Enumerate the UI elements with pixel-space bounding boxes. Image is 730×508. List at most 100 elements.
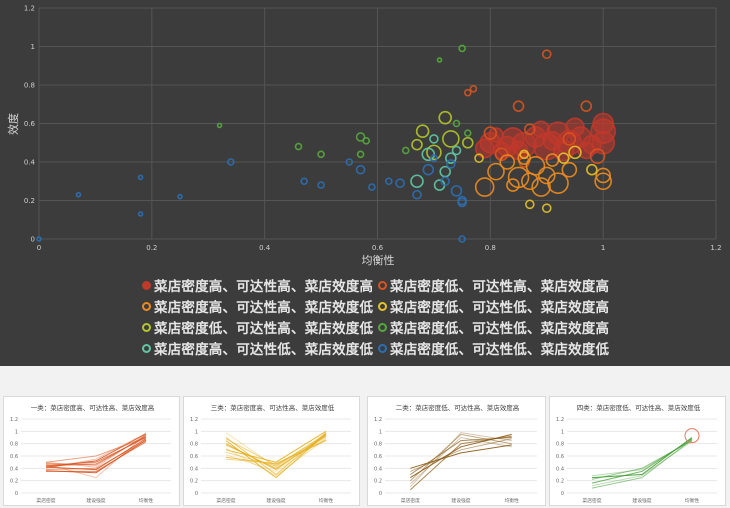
legend-label: 菜店密度低、可达性低、菜店效度高: [390, 300, 610, 316]
scatter-point: [532, 120, 550, 139]
scatter-point: [438, 110, 453, 125]
series-line: [225, 438, 327, 477]
scatter-point: [410, 174, 424, 189]
scatter-point: [586, 163, 598, 176]
scatter-point: [426, 144, 442, 161]
y-tick-label: 1: [561, 429, 564, 435]
legend-marker-icon: [378, 280, 387, 290]
y-tick-label: 1: [15, 429, 18, 435]
series-line: [410, 444, 512, 469]
y-tick-label: 0.4: [24, 159, 36, 167]
y-tick-label: 0.4: [374, 466, 382, 472]
line-panel-class-4: 四类：菜店密度低、可达性高、菜店效度低 0 0.2 0.4 0.6 0.8 1 1.2 菜店密度…: [549, 396, 726, 506]
scatter-point: [430, 154, 438, 162]
y-tick-label: 0.4: [190, 466, 198, 472]
legend-label: 菜店密度低、可达性低、菜店效度低: [390, 342, 610, 358]
scatter-point: [561, 161, 578, 178]
scatter-point: [568, 145, 582, 160]
y-axis-label: 效度: [6, 113, 20, 135]
legend-item: 菜店密度低、可达性高、菜店效度低: [142, 318, 374, 337]
scatter-point: [547, 172, 569, 194]
y-tick-label: 1.2: [24, 5, 35, 13]
legend-label: 菜店密度低、可达性高、菜店效度低: [154, 321, 374, 337]
y-tick-label: 0.6: [10, 454, 18, 460]
series-group: [216, 44, 472, 159]
x-tick-label: 均衡性: [319, 497, 334, 504]
scatter-point: [317, 181, 325, 189]
scatter-point: [421, 147, 436, 162]
scatter-point: [458, 44, 466, 53]
y-tick-label: 0.2: [374, 479, 382, 485]
scatter-point: [589, 148, 606, 165]
x-tick-label: 建设强度: [266, 497, 285, 504]
series-line: [591, 440, 693, 487]
scatter-point: [458, 235, 466, 243]
legend-item: 菜店密度高、可达性高、菜店效度高: [142, 276, 374, 295]
line-chart: 二类：菜店密度低、可达性高、菜店效度高 0 0.2 0.4 0.6 0.8 1 1.2 菜店密度…: [374, 403, 537, 504]
y-tick-label: 0.6: [190, 454, 198, 460]
legend-item: 菜店密度低、可达性低、菜店效度低: [378, 339, 610, 358]
scatter-point: [525, 199, 535, 210]
scatter-point: [474, 177, 495, 197]
legend-label: 菜店密度高、可达性高、菜店效度低: [154, 300, 374, 316]
y-tick-label: 0.6: [374, 454, 382, 460]
line-panel-class-1: 一类：菜店密度高、可达性高、菜店效度高 0 0.2 0.4 0.6 0.8 1 1.2 菜店密度…: [3, 396, 180, 506]
series-line: [409, 436, 512, 485]
line-chart: 一类：菜店密度高、可达性高、菜店效度高 0 0.2 0.4 0.6 0.8 1 1.2 菜店密度…: [10, 403, 171, 504]
series-line: [409, 432, 512, 488]
scatter-points: [36, 44, 616, 243]
line-chart: 四类：菜店密度低、可达性高、菜店效度低 0 0.2 0.4 0.6 0.8 1 1.2 菜店密度…: [556, 403, 717, 504]
series-line: [45, 440, 147, 471]
series-line: [225, 430, 327, 463]
scatter-point: [452, 119, 461, 128]
scatter-point: [216, 122, 223, 129]
line-panel-class-3: 三类：菜店密度高、可达性高、菜店效度低 0 0.2 0.4 0.6 0.8 1 1.2 菜店密度…: [183, 396, 360, 506]
legend-marker-icon: [378, 343, 387, 353]
series-line: [410, 438, 512, 472]
scatter-point: [422, 163, 435, 176]
y-tick-label: 0.2: [556, 479, 564, 485]
legend-item: 菜店密度低、可达性高、菜店效度高: [378, 276, 610, 295]
scatter-point: [345, 158, 354, 166]
highlight-circle: [684, 428, 700, 444]
series-line: [591, 439, 693, 477]
series-group: [474, 112, 616, 162]
x-tick-label: 0.8: [485, 244, 496, 252]
legend-item: 菜店密度高、可达性高、菜店效度低: [142, 297, 374, 316]
scatter-point: [137, 174, 144, 181]
scatter-point: [177, 193, 183, 200]
y-tick-label: 1.2: [190, 417, 198, 423]
x-tick-label: 0.4: [259, 244, 271, 252]
x-tick-label: 菜店密度: [216, 497, 235, 504]
line-panel-class-2: 二类：菜店密度低、可达性高、菜店效度高 0 0.2 0.4 0.6 0.8 1 1.2 菜店密度…: [367, 396, 546, 506]
series-group: [474, 151, 612, 197]
scatter-point: [525, 156, 546, 176]
x-tick-label: 建设强度: [632, 497, 651, 504]
scatter-point: [440, 176, 451, 187]
scatter-point: [562, 132, 577, 146]
chart-grid: [38, 7, 717, 240]
scatter-point: [595, 167, 611, 184]
x-tick-label: 建设强度: [86, 497, 105, 504]
y-tick-label: 0.2: [190, 479, 198, 485]
scatter-point: [512, 100, 525, 112]
scatter-point: [580, 100, 593, 112]
x-tick-label: 菜店密度: [401, 497, 420, 504]
legend-marker-icon: [378, 301, 387, 311]
legend-item: 菜店密度高、可达性低、菜店效度低: [142, 339, 374, 358]
scatter-point: [384, 177, 393, 186]
series-group: [411, 110, 474, 161]
x-tick-label: 菜店密度: [582, 497, 601, 504]
y-tick-label: 0.8: [374, 442, 382, 448]
series-line: [45, 437, 147, 463]
bubble-scatter-chart: 0 0.2 0.4 0.6 0.8 1 1.2 0 0.2 0.4 0.6 0.8 1 1.2 均衡性 效…: [6, 5, 722, 268]
x-tick-label: 0.6: [372, 244, 384, 252]
scatter-point: [591, 130, 615, 155]
scatter-point: [356, 150, 365, 159]
series-group: [474, 145, 598, 213]
scatter-point: [457, 195, 467, 206]
scatter-point: [355, 132, 366, 142]
scatter-point: [36, 236, 42, 242]
line-chart: 三类：菜店密度高、可达性高、菜店效度低 0 0.2 0.4 0.6 0.8 1 1.2 菜店密度…: [190, 403, 351, 504]
sub-charts-area: 一类：菜店密度高、可达性高、菜店效度高 0 0.2 0.4 0.6 0.8 1 1.2 菜店密度…: [0, 366, 730, 508]
